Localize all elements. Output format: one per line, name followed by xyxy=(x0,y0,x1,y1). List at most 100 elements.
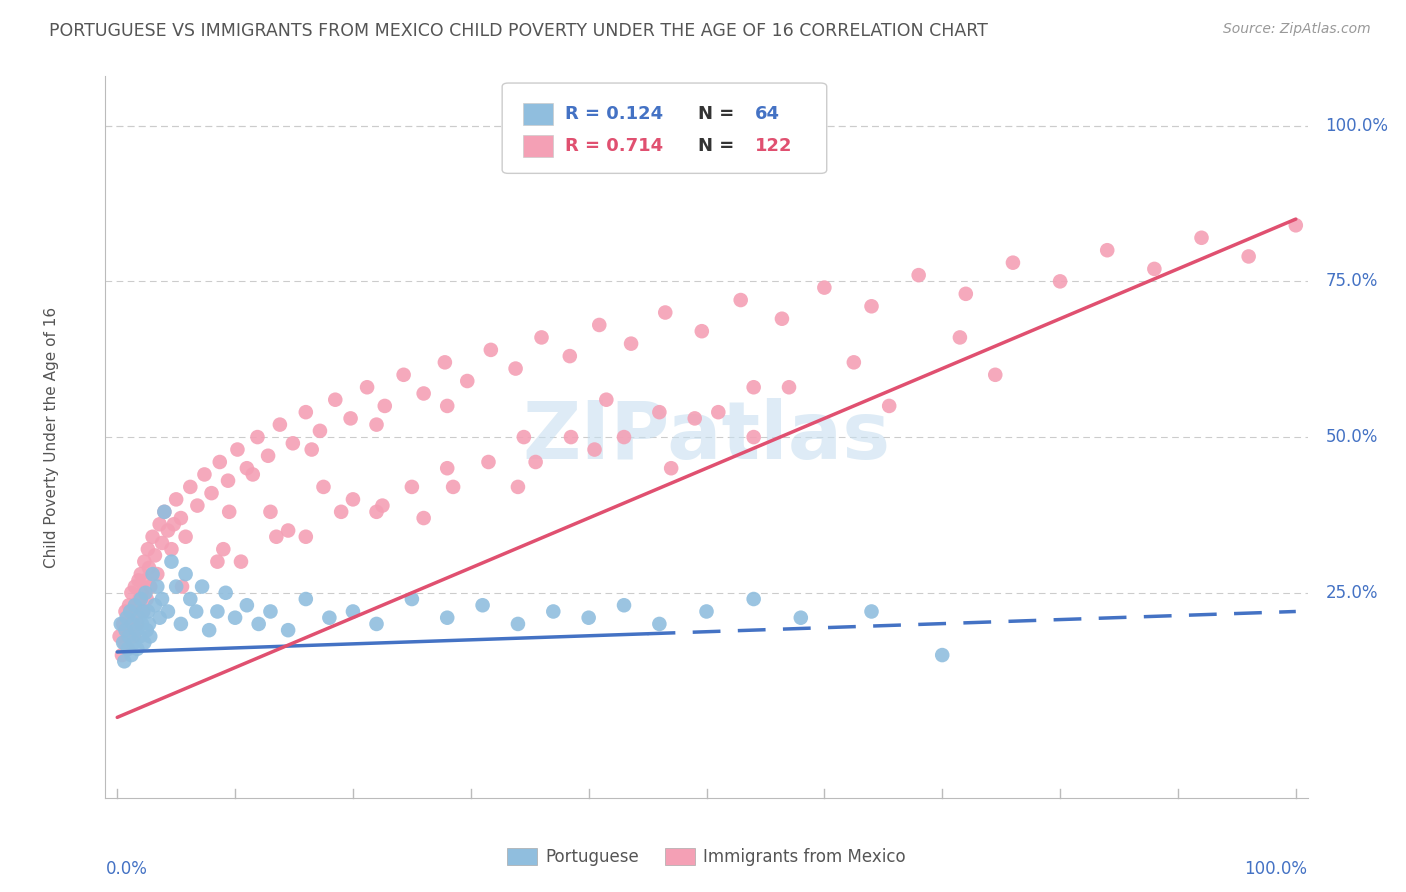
Point xyxy=(226,442,249,457)
Text: 50.0%: 50.0% xyxy=(1326,428,1378,446)
Bar xyxy=(523,135,553,157)
Point xyxy=(742,380,765,394)
Point xyxy=(120,616,142,631)
Point xyxy=(142,567,165,582)
Point xyxy=(392,368,415,382)
Point xyxy=(295,592,318,607)
Point xyxy=(191,580,214,594)
Point xyxy=(955,286,977,301)
Legend: Portuguese, Immigrants from Mexico: Portuguese, Immigrants from Mexico xyxy=(501,841,912,873)
Point xyxy=(112,635,135,649)
Point xyxy=(139,580,162,594)
Point xyxy=(214,586,236,600)
Point xyxy=(112,635,135,649)
Point xyxy=(134,555,156,569)
Point xyxy=(648,405,671,419)
Point xyxy=(530,330,553,344)
Point xyxy=(648,616,671,631)
Point xyxy=(118,629,141,643)
Point xyxy=(683,411,706,425)
Point xyxy=(146,580,169,594)
Point xyxy=(513,430,536,444)
Point xyxy=(659,461,682,475)
Point xyxy=(277,524,299,538)
Point xyxy=(312,480,335,494)
Text: 0.0%: 0.0% xyxy=(105,860,148,878)
Text: Source: ZipAtlas.com: Source: ZipAtlas.com xyxy=(1223,22,1371,37)
Point xyxy=(117,641,139,656)
Point xyxy=(207,555,229,569)
Point xyxy=(456,374,478,388)
Point xyxy=(218,505,240,519)
Point xyxy=(139,629,162,643)
Point xyxy=(114,605,136,619)
Point xyxy=(165,492,187,507)
Point xyxy=(112,654,135,668)
Point xyxy=(277,623,299,637)
Point xyxy=(170,616,193,631)
Point xyxy=(366,505,388,519)
Point xyxy=(120,605,142,619)
Point xyxy=(742,592,765,607)
Point xyxy=(120,586,142,600)
Point xyxy=(135,574,156,588)
Point xyxy=(143,599,166,613)
Point xyxy=(156,605,179,619)
Point xyxy=(142,530,165,544)
Point xyxy=(860,605,883,619)
Point xyxy=(524,455,547,469)
Point xyxy=(115,623,138,637)
Point xyxy=(295,405,318,419)
Point xyxy=(135,623,157,637)
Point xyxy=(1143,261,1166,276)
Point xyxy=(160,555,183,569)
Text: 100.0%: 100.0% xyxy=(1244,860,1308,878)
Text: N =: N = xyxy=(699,105,734,123)
Point xyxy=(120,648,142,662)
Point xyxy=(281,436,304,450)
Point xyxy=(366,616,388,631)
Point xyxy=(479,343,502,357)
Point xyxy=(949,330,972,344)
Point xyxy=(129,592,152,607)
Point xyxy=(132,605,155,619)
Point xyxy=(179,480,201,494)
Point xyxy=(143,549,166,563)
Point xyxy=(257,449,280,463)
Point xyxy=(156,524,179,538)
Point xyxy=(127,610,149,624)
Point xyxy=(146,567,169,582)
Point xyxy=(165,580,187,594)
Point xyxy=(339,411,361,425)
Point xyxy=(138,616,160,631)
Point xyxy=(132,605,155,619)
Point xyxy=(342,492,364,507)
Point xyxy=(366,417,388,432)
Point xyxy=(127,616,149,631)
Point xyxy=(124,599,146,613)
Point xyxy=(371,499,394,513)
Point xyxy=(696,605,718,619)
Point xyxy=(1191,231,1213,245)
Point xyxy=(266,530,288,544)
Point xyxy=(730,293,752,307)
Point xyxy=(207,605,229,619)
Point xyxy=(127,641,149,656)
Point xyxy=(1097,244,1119,258)
Point xyxy=(318,610,340,624)
Point xyxy=(236,461,259,475)
Point xyxy=(412,511,434,525)
Point xyxy=(813,280,835,294)
Point xyxy=(543,605,565,619)
Point xyxy=(163,517,186,532)
Point xyxy=(907,268,929,282)
Point xyxy=(112,616,135,631)
Text: 75.0%: 75.0% xyxy=(1326,272,1378,291)
Text: R = 0.714: R = 0.714 xyxy=(565,136,662,155)
Point xyxy=(174,567,197,582)
Point xyxy=(558,349,581,363)
Point xyxy=(114,623,136,637)
Point xyxy=(433,355,456,369)
Point xyxy=(613,599,636,613)
Point xyxy=(122,629,145,643)
